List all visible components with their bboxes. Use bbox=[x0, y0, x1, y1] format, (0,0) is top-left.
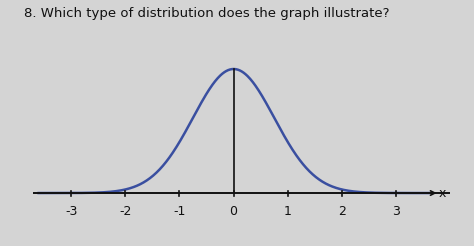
Text: x: x bbox=[438, 186, 446, 200]
Text: 2: 2 bbox=[338, 205, 346, 218]
Text: 0: 0 bbox=[229, 205, 237, 218]
Text: 1: 1 bbox=[284, 205, 292, 218]
Text: 8. Which type of distribution does the graph illustrate?: 8. Which type of distribution does the g… bbox=[24, 7, 389, 20]
Text: -1: -1 bbox=[173, 205, 186, 218]
Text: -3: -3 bbox=[65, 205, 77, 218]
Text: -2: -2 bbox=[119, 205, 131, 218]
Text: 3: 3 bbox=[392, 205, 400, 218]
